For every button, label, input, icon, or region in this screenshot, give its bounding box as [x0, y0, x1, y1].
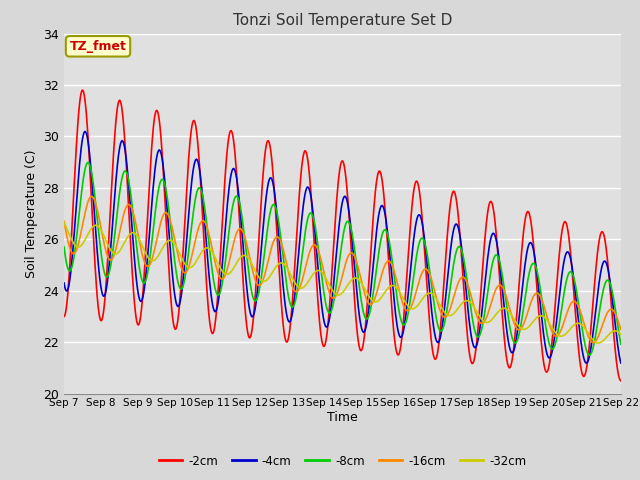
-16cm [411, 293, 419, 299]
-4cm [185, 212, 193, 217]
-32cm [426, 290, 434, 296]
-4cm [128, 227, 136, 232]
-4cm [214, 300, 222, 305]
-8cm [617, 341, 625, 347]
-16cm [617, 326, 625, 332]
-32cm [127, 230, 135, 236]
-2cm [617, 378, 625, 384]
-2cm [428, 336, 435, 341]
-2cm [60, 313, 68, 319]
-4cm [60, 280, 68, 286]
-32cm [184, 264, 192, 270]
-2cm [214, 288, 222, 294]
-8cm [411, 264, 419, 270]
Title: Tonzi Soil Temperature Set D: Tonzi Soil Temperature Set D [233, 13, 452, 28]
-8cm [84, 159, 92, 165]
Text: TZ_fmet: TZ_fmet [70, 40, 127, 53]
-32cm [60, 220, 68, 226]
-2cm [128, 268, 136, 274]
-16cm [128, 206, 136, 212]
-8cm [70, 253, 78, 259]
-16cm [214, 271, 222, 276]
-32cm [595, 340, 602, 346]
-16cm [185, 264, 193, 270]
Line: -2cm: -2cm [64, 90, 621, 381]
-2cm [411, 182, 419, 188]
-2cm [185, 155, 193, 161]
-16cm [589, 340, 596, 346]
-32cm [214, 259, 221, 265]
Y-axis label: Soil Temperature (C): Soil Temperature (C) [25, 149, 38, 278]
-16cm [60, 218, 68, 224]
-4cm [583, 360, 591, 366]
-4cm [81, 129, 89, 134]
-8cm [128, 203, 136, 208]
-32cm [70, 241, 78, 247]
-8cm [60, 244, 68, 250]
Line: -8cm: -8cm [64, 162, 621, 355]
-16cm [428, 275, 435, 281]
-4cm [428, 303, 435, 309]
-32cm [617, 331, 625, 337]
-16cm [88, 193, 96, 199]
-8cm [185, 248, 193, 254]
Line: -4cm: -4cm [64, 132, 621, 363]
-4cm [617, 360, 625, 366]
Line: -32cm: -32cm [64, 223, 621, 343]
-16cm [70, 251, 78, 256]
Line: -16cm: -16cm [64, 196, 621, 343]
X-axis label: Time: Time [327, 411, 358, 424]
-8cm [585, 352, 593, 358]
-8cm [428, 279, 435, 285]
-2cm [79, 87, 86, 93]
-8cm [214, 292, 222, 298]
Legend: -2cm, -4cm, -8cm, -16cm, -32cm: -2cm, -4cm, -8cm, -16cm, -32cm [154, 450, 531, 472]
-4cm [70, 232, 78, 238]
-32cm [410, 306, 418, 312]
-4cm [411, 228, 419, 233]
-2cm [70, 184, 78, 190]
